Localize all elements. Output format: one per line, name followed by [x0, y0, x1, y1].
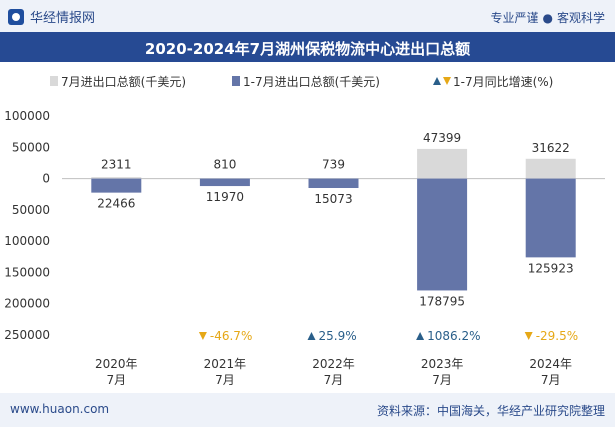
x-tick-label-year: 2023年	[421, 357, 464, 371]
growth-value-label: -29.5%	[536, 329, 578, 343]
brand: 华经情报网	[8, 7, 95, 26]
monthly-bar	[525, 158, 576, 179]
monthly-value-label: 739	[322, 158, 345, 172]
slogan-right: 客观科学	[556, 11, 605, 25]
monthly-value-label: 2311	[101, 158, 132, 172]
huajing-logo-icon	[8, 8, 24, 25]
y-tick-label: 100000	[4, 234, 50, 248]
slogan-left: 专业严谨	[490, 11, 539, 25]
website-link[interactable]: www.huaon.com	[10, 402, 110, 416]
cumulative-bar	[308, 178, 359, 189]
y-tick-label: 150000	[4, 265, 50, 279]
x-tick-label-year: 2024年	[529, 357, 572, 371]
cumulative-value-label: 15073	[314, 192, 352, 206]
monthly-bar	[417, 148, 468, 179]
slogan-separator: ●	[542, 11, 553, 25]
x-tick-label-month: 7月	[106, 373, 126, 387]
chart-title: 2020-2024年7月湖州保税物流中心进出口总额	[144, 40, 471, 58]
growth-value-label: 1086.2%	[427, 329, 480, 343]
top-bar: 华经情报网 专业严谨 ● 客观科学	[0, 0, 615, 32]
y-tick-label: 100000	[4, 109, 50, 123]
brand-name: 华经情报网	[30, 11, 96, 26]
monthly-value-label: 31622	[532, 141, 570, 155]
legend-swatch-2	[232, 76, 240, 86]
data-source: 资料来源：中国海关，华经产业研究院整理	[376, 404, 605, 418]
cumulative-value-label: 125923	[528, 261, 574, 275]
x-tick-label-year: 2021年	[204, 357, 247, 371]
legend-label-1: 7月进出口总额(千美元)	[61, 75, 186, 89]
x-tick-label-month: 7月	[215, 373, 235, 387]
cumulative-bar	[417, 178, 468, 291]
growth-down-triangle-icon	[198, 332, 207, 340]
chart-area: 7月进出口总额(千美元) 1-7月进出口总额(千美元) 1-7月同比增速(%) 100…	[4, 75, 605, 387]
legend-label-3: 1-7月同比增速(%)	[453, 75, 553, 89]
legend-swatch-1	[50, 76, 58, 86]
y-tick-label: 250000	[4, 328, 50, 342]
cumulative-value-label: 178795	[419, 294, 465, 308]
x-tick-label-month: 7月	[324, 373, 344, 387]
x-tick-label-year: 2022年	[312, 357, 355, 371]
y-tick-label: 200000	[4, 297, 50, 311]
cumulative-value-label: 11970	[206, 190, 244, 204]
x-tick-label-year: 2020年	[95, 357, 138, 371]
monthly-value-label: 47399	[423, 131, 461, 145]
growth-down-triangle-icon	[524, 332, 533, 340]
x-tick-label-month: 7月	[432, 373, 452, 387]
title-bar	[0, 32, 615, 62]
cumulative-bar	[525, 178, 576, 258]
monthly-bar	[308, 178, 359, 179]
growth-value-label: -46.7%	[210, 329, 252, 343]
legend-label-2: 1-7月进出口总额(千美元)	[243, 75, 380, 89]
y-tick-label: 50000	[12, 140, 50, 154]
footer-bar	[0, 393, 615, 427]
y-tick-label: 0	[42, 172, 50, 186]
x-tick-label-month: 7月	[541, 373, 561, 387]
monthly-bar	[199, 178, 250, 179]
growth-up-triangle-icon	[416, 332, 425, 340]
monthly-bar	[91, 177, 142, 179]
legend-down-triangle-icon	[443, 77, 451, 85]
slogan: 专业严谨 ● 客观科学	[490, 9, 605, 26]
cumulative-bar	[91, 178, 142, 193]
growth-value-label: 25.9%	[319, 329, 357, 343]
growth-up-triangle-icon	[307, 332, 316, 340]
monthly-value-label: 810	[213, 158, 236, 172]
y-tick-label: 50000	[12, 203, 50, 217]
cumulative-bar	[199, 178, 250, 187]
cumulative-value-label: 22466	[97, 197, 135, 211]
legend-up-triangle-icon	[433, 77, 441, 85]
